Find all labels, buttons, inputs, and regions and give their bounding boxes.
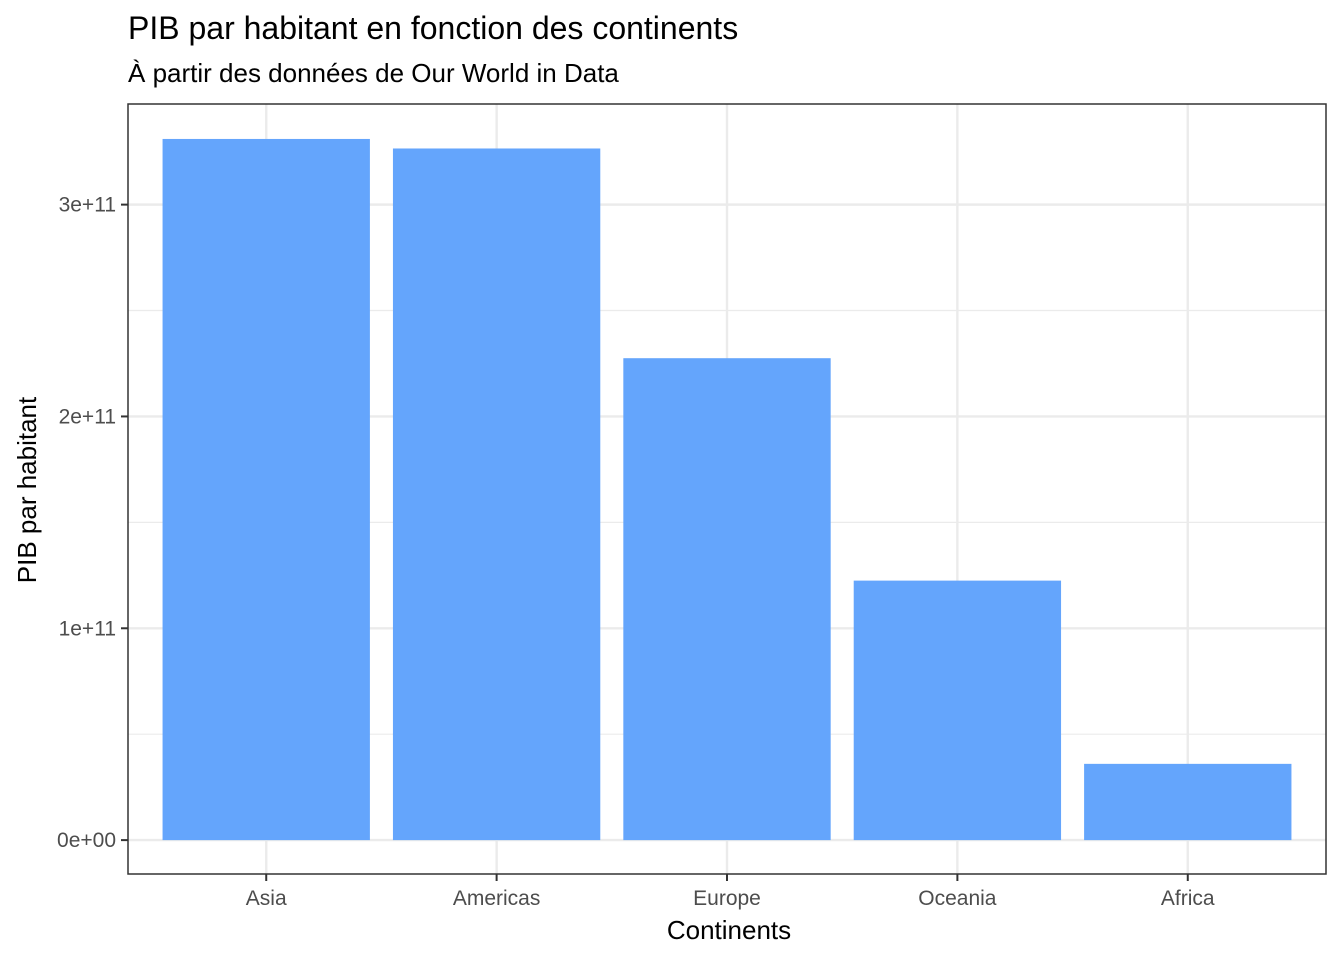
y-axis: 0e+00 1e+11 2e+11 3e+11	[57, 194, 128, 852]
y-tick-label: 2e+11	[59, 405, 116, 428]
y-tick-label: 1e+11	[59, 617, 116, 640]
bar-oceania	[853, 580, 1062, 841]
x-tick-label: Americas	[453, 887, 541, 910]
y-tick-label: 3e+11	[59, 194, 116, 217]
bar-africa	[1084, 763, 1292, 841]
y-axis-title: PIB par habitant	[12, 396, 42, 583]
chart-subtitle: À partir des données de Our World in Dat…	[128, 58, 619, 88]
chart-title: PIB par habitant en fonction des contine…	[128, 10, 738, 46]
x-tick-label: Europe	[693, 887, 761, 910]
bars	[162, 138, 1292, 841]
x-axis: Asia Americas Europe Oceania Africa	[246, 874, 1215, 910]
y-tick-label: 0e+00	[57, 829, 116, 852]
bar-asia	[162, 138, 370, 841]
x-tick-label: Asia	[246, 887, 287, 910]
x-tick-label: Africa	[1161, 887, 1215, 910]
bar-europe	[623, 358, 831, 841]
x-axis-title: Continents	[667, 915, 791, 945]
bar-americas	[392, 148, 601, 841]
x-tick-label: Oceania	[918, 887, 997, 910]
